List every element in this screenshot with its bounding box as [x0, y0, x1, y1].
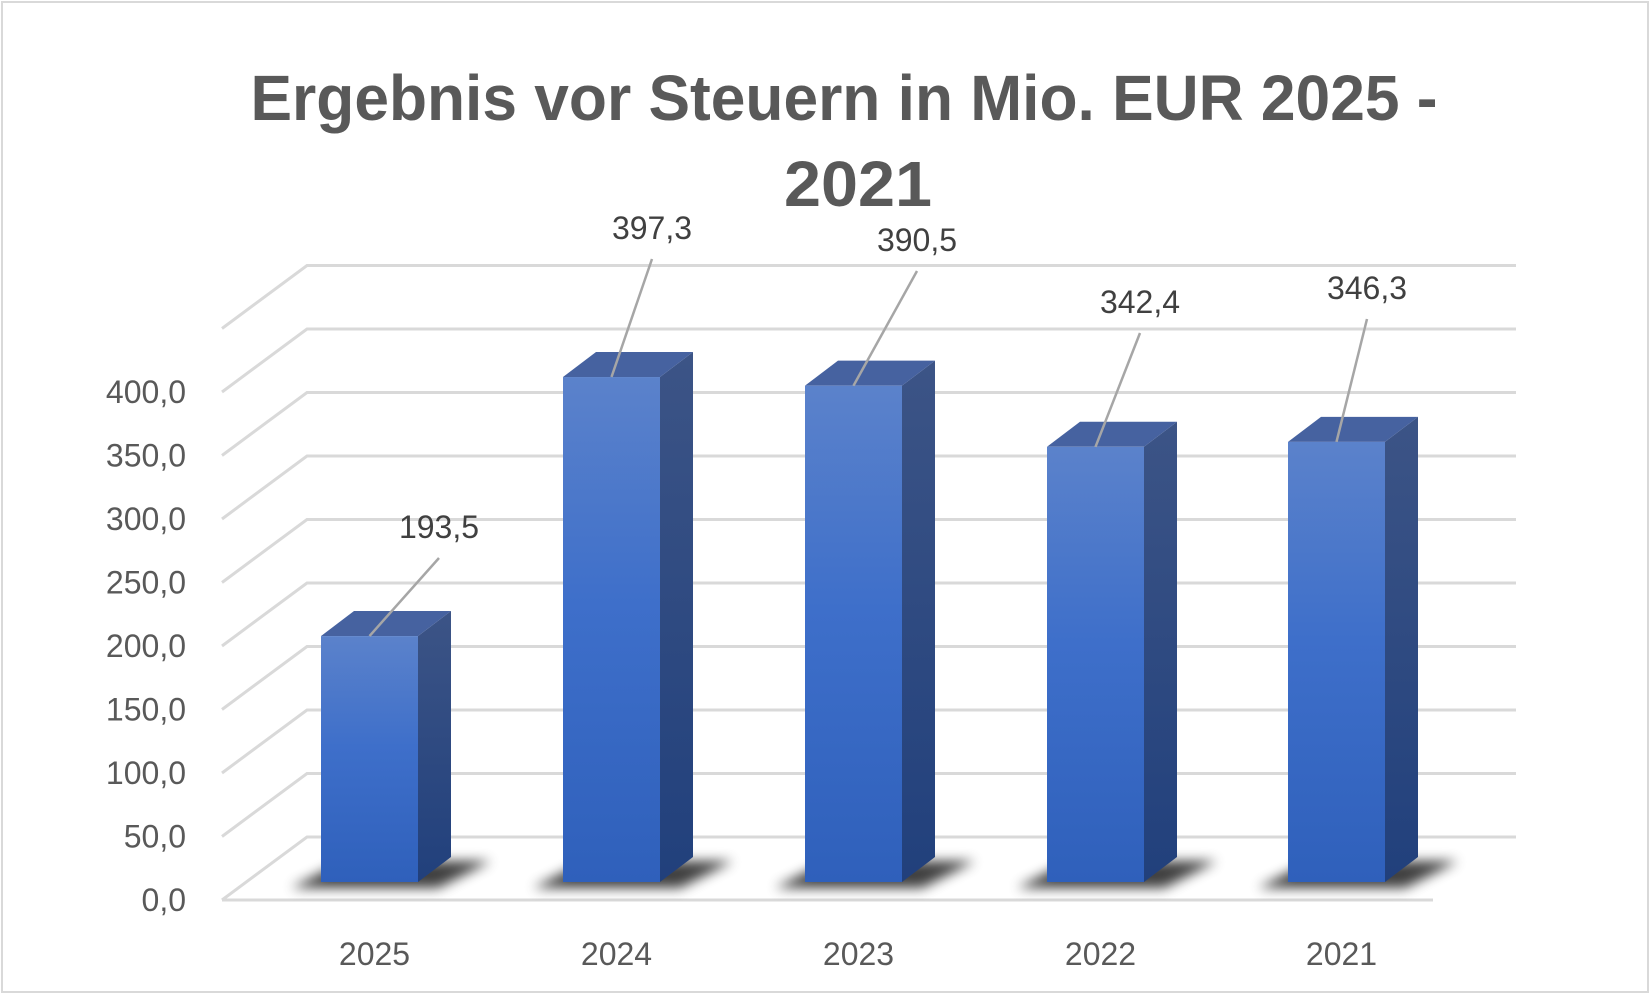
data-label: 397,3	[612, 210, 692, 246]
x-tick-label: 2021	[1306, 936, 1377, 972]
bars	[291, 352, 1458, 888]
data-labels: 193,5 397,3 390,5 342,4 346,3	[368, 210, 1407, 637]
chart-title-line-1: Ergebnis vor Steuern in Mio. EUR 2025 -	[251, 62, 1438, 134]
y-tick-label: 50,0	[124, 819, 186, 855]
bar-2021	[1258, 416, 1458, 888]
gridline	[221, 391, 1516, 457]
bar-2025	[291, 611, 491, 888]
bar-side-face	[902, 360, 935, 882]
bar-side-face	[1144, 421, 1177, 882]
y-tick-label: 300,0	[106, 501, 186, 537]
y-tick-label: 350,0	[106, 438, 186, 474]
y-tick-label: 400,0	[106, 374, 186, 410]
y-tick-label: 250,0	[106, 565, 186, 601]
bar-front-face	[805, 385, 902, 882]
bar-top-face	[805, 360, 935, 386]
leader-line	[1335, 318, 1369, 443]
bar-top-face	[321, 611, 451, 637]
x-tick-label: 2025	[339, 936, 410, 972]
leader-line	[368, 557, 440, 637]
data-label: 193,5	[399, 509, 479, 545]
bar-top-face	[1047, 421, 1177, 447]
bar-side-face	[660, 352, 693, 882]
chart-title-line-2: 2021	[784, 148, 932, 220]
bar-front-face	[1047, 446, 1144, 882]
bar-2022	[1017, 421, 1217, 888]
bar-top-face	[563, 352, 693, 378]
gridline	[221, 327, 1516, 394]
leader-line	[1094, 332, 1142, 448]
bar-2023	[775, 360, 975, 888]
x-axis-ticks: 2025 2024 2023 2022 2021	[339, 936, 1377, 972]
x-tick-label: 2023	[823, 936, 894, 972]
y-axis-ticks: 0,0 50,0 100,0 150,0 200,0 250,0 300,0 350,0 400…	[106, 374, 186, 918]
gridline	[221, 264, 1516, 330]
bar-side-face	[1385, 416, 1418, 882]
y-tick-label: 0,0	[142, 882, 186, 918]
x-tick-label: 2022	[1065, 936, 1136, 972]
data-label: 346,3	[1327, 270, 1407, 306]
y-tick-label: 200,0	[106, 628, 186, 664]
x-tick-label: 2024	[581, 936, 652, 972]
bar-side-face	[418, 611, 451, 882]
leader-line	[852, 270, 919, 387]
bar-front-face	[321, 636, 418, 882]
data-label: 342,4	[1100, 284, 1180, 320]
bar-front-face	[1288, 441, 1385, 882]
bar-front-face	[563, 377, 660, 882]
bar-2024	[533, 352, 733, 888]
leader-line	[610, 258, 654, 378]
y-tick-label: 100,0	[106, 755, 186, 791]
bar-top-face	[1288, 416, 1418, 442]
data-label: 390,5	[877, 222, 957, 258]
y-tick-label: 150,0	[106, 692, 186, 728]
